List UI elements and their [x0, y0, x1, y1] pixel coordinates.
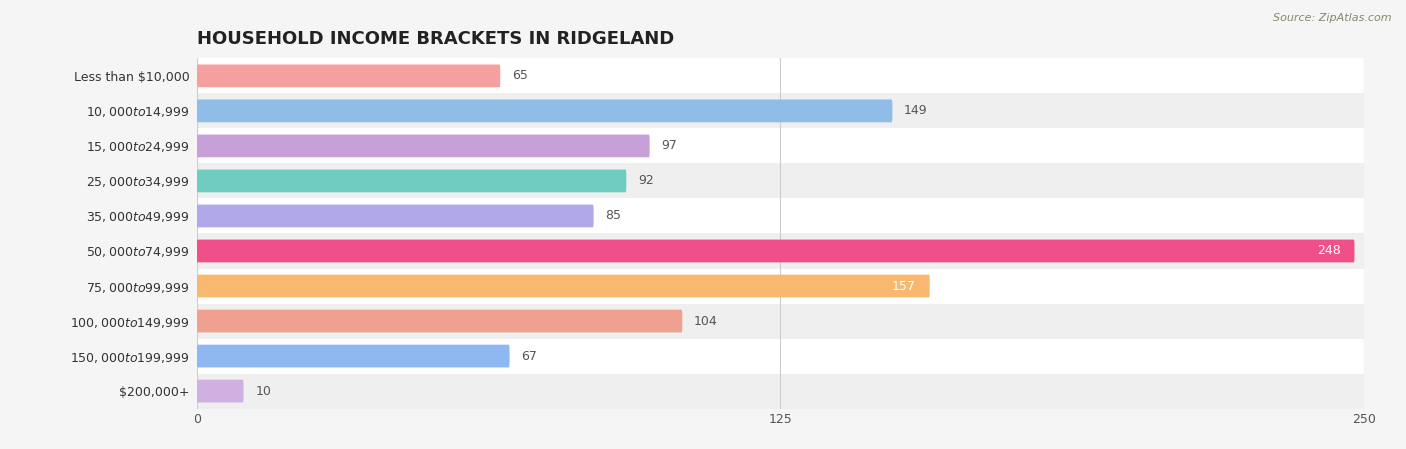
Bar	[197, 339, 1364, 374]
Text: Source: ZipAtlas.com: Source: ZipAtlas.com	[1274, 13, 1392, 23]
FancyBboxPatch shape	[197, 275, 929, 297]
FancyBboxPatch shape	[197, 135, 650, 157]
Bar	[197, 128, 1364, 163]
Bar	[197, 198, 1364, 233]
Text: 10: 10	[256, 385, 271, 397]
FancyBboxPatch shape	[197, 240, 1354, 262]
FancyBboxPatch shape	[197, 65, 501, 87]
Text: 97: 97	[661, 140, 678, 152]
Bar	[197, 374, 1364, 409]
FancyBboxPatch shape	[197, 205, 593, 227]
Bar	[197, 163, 1364, 198]
FancyBboxPatch shape	[197, 170, 626, 192]
Text: 104: 104	[695, 315, 717, 327]
Bar	[197, 304, 1364, 339]
Bar	[197, 58, 1364, 93]
FancyBboxPatch shape	[197, 310, 682, 332]
Text: 65: 65	[512, 70, 527, 82]
Text: 85: 85	[606, 210, 621, 222]
Text: 157: 157	[891, 280, 915, 292]
Bar	[197, 93, 1364, 128]
Bar	[197, 269, 1364, 304]
Bar	[197, 233, 1364, 269]
FancyBboxPatch shape	[197, 380, 243, 402]
Text: HOUSEHOLD INCOME BRACKETS IN RIDGELAND: HOUSEHOLD INCOME BRACKETS IN RIDGELAND	[197, 31, 673, 48]
Text: 248: 248	[1317, 245, 1340, 257]
Text: 92: 92	[638, 175, 654, 187]
FancyBboxPatch shape	[197, 100, 893, 122]
FancyBboxPatch shape	[197, 345, 509, 367]
Text: 149: 149	[904, 105, 928, 117]
Text: 67: 67	[522, 350, 537, 362]
